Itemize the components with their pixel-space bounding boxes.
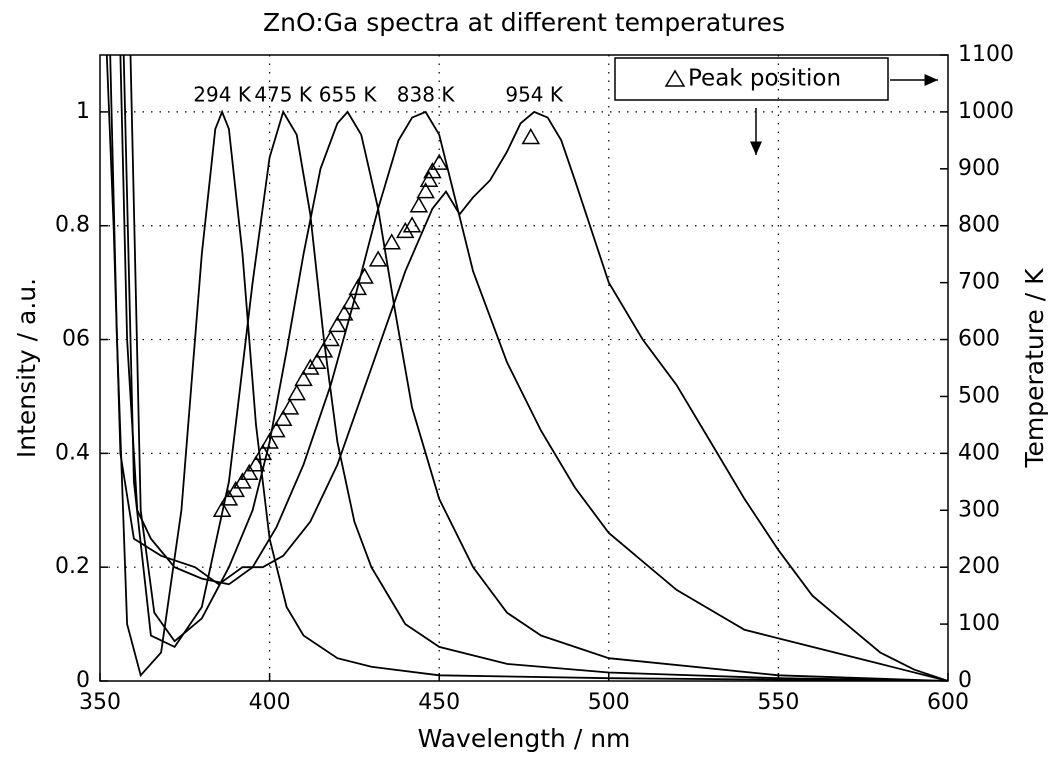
peak-marker: [233, 472, 252, 489]
y2-tick-label: 100: [958, 611, 1000, 636]
peak-marker: [321, 330, 340, 347]
peak-marker: [267, 421, 286, 438]
peak-marker: [294, 369, 313, 387]
peak-marker: [273, 409, 293, 426]
peak-marker: [260, 432, 279, 449]
x-tick-label: 350: [79, 690, 121, 715]
peak-marker: [246, 455, 266, 472]
legend: Peak position: [614, 57, 938, 155]
plot-frame: [99, 54, 949, 682]
y-tick-label: 0: [76, 668, 90, 693]
legend-label: Peak position: [688, 66, 841, 92]
y-tick-label: 1: [76, 99, 90, 124]
legend-box: [614, 57, 889, 101]
peak-marker: [287, 384, 307, 401]
spectrum-line: [129, 55, 948, 681]
y2-axis-label: Temperature / K: [1020, 268, 1049, 469]
peak-marker: [402, 216, 422, 233]
series-label: 475 K: [254, 82, 313, 106]
y2-tick-label: 400: [958, 440, 1000, 465]
peak-marker: [219, 489, 239, 506]
y2-tick-label: 0: [958, 668, 972, 693]
peak-marker: [521, 128, 541, 145]
peak-marker: [419, 170, 439, 187]
peak-marker: [328, 315, 347, 333]
y-axis-label: Intensity / a.u.: [12, 278, 41, 458]
series-label: 954 K: [505, 82, 564, 106]
series-label: 838 K: [397, 82, 456, 106]
peak-marker: [301, 358, 320, 375]
x-tick-label: 450: [418, 690, 460, 715]
y-tick-label: 06: [62, 327, 90, 352]
peak-marker: [395, 221, 415, 239]
peak-marker: [416, 182, 435, 199]
peak-marker: [355, 267, 374, 284]
peak-marker: [429, 153, 449, 170]
spectrum-line: [122, 55, 948, 681]
peak-marker: [212, 500, 232, 518]
spectrum-line: [105, 55, 948, 681]
x-tick-label: 500: [588, 690, 630, 715]
peak-marker: [382, 233, 402, 250]
y2-tick-label: 600: [958, 327, 1000, 352]
y2-tick-label: 500: [958, 383, 1000, 408]
y-tick-label: 0.2: [55, 554, 90, 579]
plot-area: [105, 55, 948, 681]
y2-tick-label: 300: [958, 497, 1000, 522]
peak-marker: [280, 398, 300, 415]
y2-tick-label: 800: [958, 213, 1000, 238]
chart-title: ZnO:Ga spectra at different temperatures: [263, 8, 785, 37]
peak-marker: [334, 304, 354, 321]
series-label: 294 K: [193, 82, 252, 106]
y2-tick-label: 900: [958, 156, 1000, 181]
peak-marker: [423, 162, 442, 179]
peak-marker: [253, 443, 273, 461]
spectrum-line: [119, 55, 948, 681]
y2-tick-label: 200: [958, 554, 1000, 579]
x-tick-label: 550: [757, 690, 799, 715]
peak-marker: [348, 278, 368, 296]
peak-marker: [226, 480, 245, 498]
y2-tick-label: 1000: [958, 99, 1014, 124]
peak-marker: [341, 293, 361, 310]
x-axis-label: Wavelength / nm: [418, 724, 631, 753]
y2-tick-label: 700: [958, 270, 1000, 295]
legend-marker: [664, 69, 686, 87]
spectrum-line: [109, 55, 948, 681]
y-tick-label: 0.8: [55, 213, 90, 238]
peak-marker: [314, 341, 334, 358]
x-tick-label: 400: [249, 690, 291, 715]
peak-marker: [409, 196, 429, 213]
peak-marker: [307, 352, 327, 370]
series-label: 655 K: [319, 82, 378, 106]
peak-marker: [368, 250, 388, 267]
x-tick-label: 600: [927, 690, 969, 715]
peak-marker: [239, 463, 259, 481]
y-tick-label: 0.4: [55, 440, 90, 465]
y2-tick-label: 1100: [958, 42, 1014, 67]
